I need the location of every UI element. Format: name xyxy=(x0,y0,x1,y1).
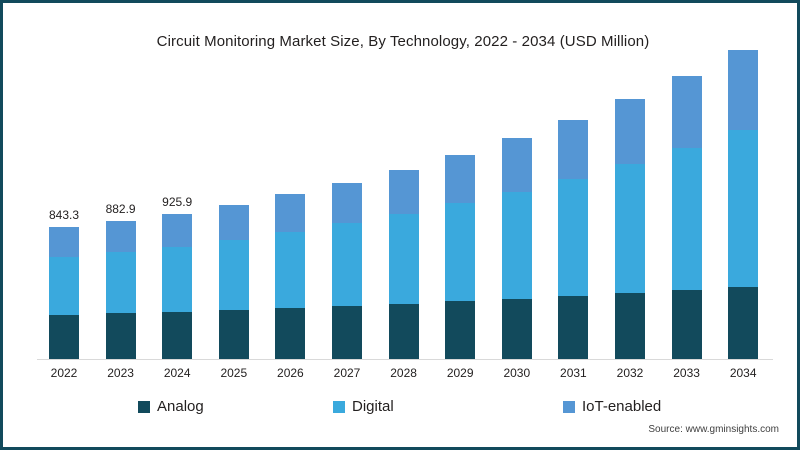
legend-label: Analog xyxy=(157,398,204,415)
x-tick-label: 2032 xyxy=(616,366,644,380)
x-axis-line xyxy=(37,359,773,360)
x-tick-label: 2022 xyxy=(50,366,78,380)
bar-segment-digital[interactable] xyxy=(558,178,589,297)
bar-stack xyxy=(445,154,476,359)
bar-segment-analog[interactable] xyxy=(671,290,702,359)
bar-column[interactable] xyxy=(388,77,419,359)
bar-segment-analog[interactable] xyxy=(388,303,419,359)
chart-legend: Analog Digital IoT-enabled xyxy=(63,398,723,420)
bar-column[interactable] xyxy=(501,77,532,359)
plot-area: 843.3 882.9 925.9 xyxy=(37,49,773,359)
legend-item-digital[interactable]: Digital xyxy=(333,398,394,415)
bar-segment-digital[interactable] xyxy=(218,239,249,311)
bar-stack xyxy=(615,98,645,359)
bar-column[interactable] xyxy=(615,77,645,359)
x-tick-label: 2030 xyxy=(503,366,531,380)
legend-item-iot[interactable]: IoT-enabled xyxy=(563,398,661,415)
bar-segment-iot[interactable] xyxy=(105,220,136,252)
bar-segment-digital[interactable] xyxy=(728,130,759,287)
bar-segment-analog[interactable] xyxy=(162,312,193,359)
bar-stack xyxy=(218,204,249,359)
bar-stack xyxy=(501,138,532,359)
legend-label: Digital xyxy=(352,398,394,415)
x-tick-label: 2026 xyxy=(277,366,304,380)
bar-stack xyxy=(162,213,193,359)
bar-segment-analog[interactable] xyxy=(728,286,759,359)
bar-stack xyxy=(275,194,306,359)
legend-swatch-analog xyxy=(138,400,150,413)
bar-segment-digital[interactable] xyxy=(388,213,419,304)
x-tick-label: 2023 xyxy=(107,366,134,380)
bar-column[interactable] xyxy=(671,75,702,359)
bar-segment-iot[interactable] xyxy=(49,226,79,258)
bar-segment-digital[interactable] xyxy=(445,203,476,302)
bar-column[interactable]: 843.3 xyxy=(49,77,79,359)
bar-segment-iot[interactable] xyxy=(558,119,589,179)
bar-column[interactable] xyxy=(218,77,249,359)
bar-stack xyxy=(49,226,79,359)
bar-stack xyxy=(388,169,419,359)
x-tick-label: 2025 xyxy=(220,366,248,380)
bar-value-label: 882.9 xyxy=(105,201,136,216)
bar-segment-iot[interactable] xyxy=(728,49,759,131)
bar-segment-digital[interactable] xyxy=(105,251,136,314)
chart-title: Circuit Monitoring Market Size, By Techn… xyxy=(156,33,650,50)
bar-segment-digital[interactable] xyxy=(275,231,306,309)
bar-value-label: 925.9 xyxy=(162,194,193,209)
bar-segment-digital[interactable] xyxy=(49,257,79,316)
bar-segment-iot[interactable] xyxy=(332,182,362,224)
x-tick-label: 2027 xyxy=(333,366,361,380)
bar-segment-digital[interactable] xyxy=(671,148,702,291)
bar-column[interactable] xyxy=(275,77,306,359)
bar-stack xyxy=(332,182,362,359)
x-tick-label: 2029 xyxy=(446,366,474,380)
bar-segment-analog[interactable] xyxy=(501,298,532,359)
bar-segment-iot[interactable] xyxy=(275,194,306,232)
bar-stack xyxy=(728,49,759,359)
source-attribution: Source: www.gminsights.com xyxy=(648,424,779,435)
bar-column[interactable] xyxy=(332,77,362,359)
bar-stack xyxy=(105,220,136,359)
x-tick-label: 2024 xyxy=(163,366,191,380)
legend-swatch-digital xyxy=(333,400,345,413)
bar-value-label: 843.3 xyxy=(48,207,80,222)
bar-column[interactable] xyxy=(445,77,476,359)
bar-segment-analog[interactable] xyxy=(49,315,79,359)
bar-segment-digital[interactable] xyxy=(332,223,362,307)
bar-stack xyxy=(558,119,589,359)
bar-segment-iot[interactable] xyxy=(671,75,702,149)
bar-column[interactable] xyxy=(728,49,759,359)
bar-segment-iot[interactable] xyxy=(501,138,532,192)
bar-segment-digital[interactable] xyxy=(615,164,645,294)
bar-segment-iot[interactable] xyxy=(162,213,193,247)
x-tick-label: 2028 xyxy=(390,366,417,380)
bar-column[interactable] xyxy=(558,77,589,359)
x-tick-label: 2034 xyxy=(729,366,757,380)
legend-item-analog[interactable]: Analog xyxy=(138,398,204,415)
bar-segment-digital[interactable] xyxy=(162,246,193,313)
x-axis-tick-labels: 2022 2023 2024 2025 2026 2027 2028 2029 2030 2031… xyxy=(37,366,773,386)
x-tick-label: 2033 xyxy=(673,366,700,380)
bar-segment-analog[interactable] xyxy=(332,306,362,359)
bar-stack xyxy=(671,75,702,359)
bar-segment-analog[interactable] xyxy=(275,308,306,359)
legend-label: IoT-enabled xyxy=(582,398,662,415)
legend-swatch-iot xyxy=(563,400,575,413)
bar-segment-iot[interactable] xyxy=(615,98,645,165)
bar-segment-iot[interactable] xyxy=(388,169,419,214)
bar-column[interactable]: 925.9 xyxy=(162,77,192,359)
bar-segment-iot[interactable] xyxy=(445,154,476,204)
bar-column[interactable]: 882.9 xyxy=(106,77,136,359)
bar-segment-analog[interactable] xyxy=(105,313,136,359)
bar-segment-analog[interactable] xyxy=(445,301,476,359)
x-tick-label: 2031 xyxy=(560,366,587,380)
bar-segment-analog[interactable] xyxy=(615,293,645,359)
bar-segment-digital[interactable] xyxy=(501,191,532,299)
bar-segment-analog[interactable] xyxy=(218,310,249,359)
bar-segment-iot[interactable] xyxy=(218,204,249,240)
bar-segment-analog[interactable] xyxy=(558,296,589,359)
